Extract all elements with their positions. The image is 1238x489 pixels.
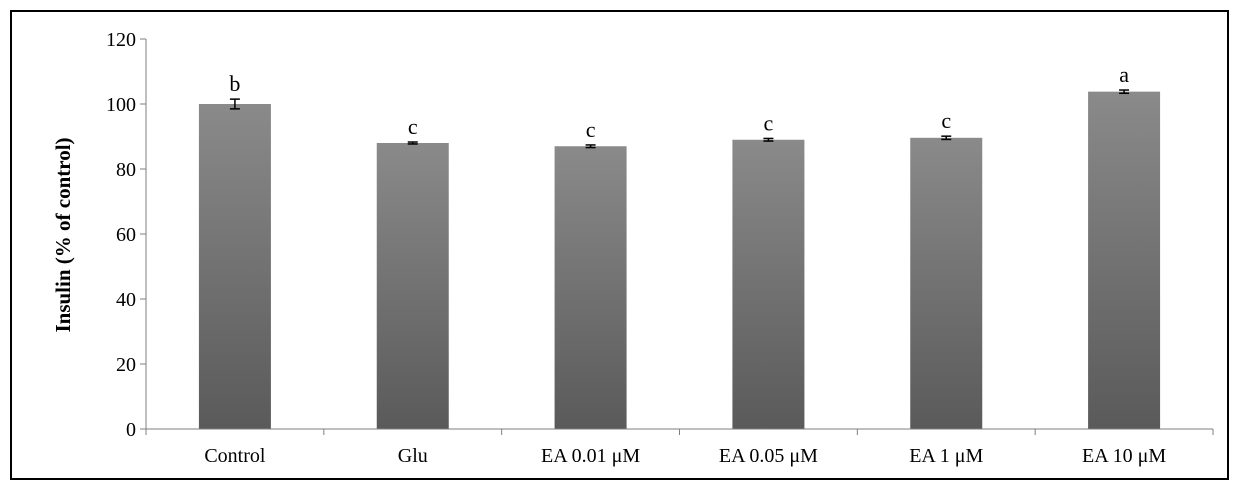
y-tick-label: 0 — [126, 419, 136, 441]
x-tick-label: Glu — [398, 445, 428, 467]
y-tick-label: 60 — [116, 224, 136, 246]
significance-label: a — [1119, 62, 1129, 87]
bar — [732, 139, 805, 429]
y-tick-label: 100 — [106, 94, 136, 116]
bar — [198, 104, 271, 429]
x-tick-label: EA 0.01 μM — [541, 445, 640, 467]
x-tick-label: EA 0.05 μM — [719, 445, 818, 467]
y-tick-label: 120 — [106, 29, 136, 51]
x-tick-label: EA 10 μM — [1082, 445, 1166, 467]
y-axis-title: Insulin (% of control) — [51, 137, 75, 332]
x-tick-label: Control — [204, 445, 266, 467]
x-tick-label: EA 1 μM — [909, 445, 983, 467]
significance-label: c — [764, 110, 774, 135]
y-tick-label: 20 — [116, 354, 136, 376]
significance-label: c — [408, 114, 418, 139]
y-tick-label: 80 — [116, 159, 136, 181]
bar — [910, 137, 983, 430]
y-tick-label: 40 — [116, 289, 136, 311]
significance-label: c — [586, 117, 596, 142]
bar — [554, 146, 627, 429]
bar — [1088, 91, 1161, 430]
bar — [376, 143, 449, 429]
significance-label: b — [229, 71, 240, 96]
significance-label: c — [941, 108, 951, 133]
